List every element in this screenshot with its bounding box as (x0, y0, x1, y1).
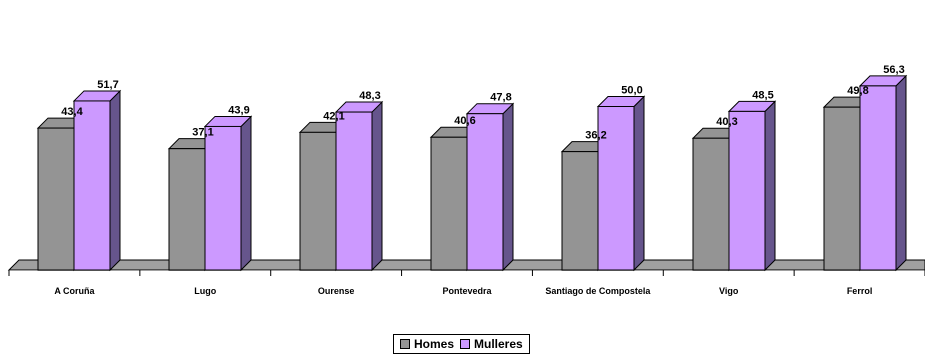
bar-side-mulleres (371, 100, 383, 272)
data-label-homes-2: 42,1 (323, 110, 344, 122)
bar-mulleres-2 (334, 100, 384, 272)
category-label-2: Ourense (318, 286, 355, 296)
bar-front-mulleres (597, 106, 635, 271)
legend-swatch-mulleres (460, 339, 471, 349)
bar-mulleres-4 (596, 95, 646, 272)
bar-front-mulleres (335, 111, 373, 271)
bar-side-mulleres (764, 100, 776, 272)
bar-mulleres-5 (727, 100, 777, 272)
category-label-0: A Coruña (54, 286, 95, 296)
data-label-homes-5: 40,3 (716, 116, 737, 128)
bar-front-mulleres (728, 110, 766, 271)
legend-label-homes: Homes (414, 337, 455, 351)
legend-label-mulleres: Mulleres (474, 337, 523, 351)
bar-front-homes (823, 106, 861, 271)
data-label-homes-6: 49,8 (847, 85, 868, 97)
bar-side-mulleres (240, 115, 252, 272)
data-label-mulleres-3: 47,8 (490, 92, 511, 104)
data-label-homes-3: 40,6 (454, 115, 475, 127)
category-label-4: Santiago de Compostela (545, 286, 651, 296)
bar-front-mulleres (859, 85, 897, 271)
bar-front-homes (299, 131, 337, 271)
bar-side-mulleres (109, 89, 121, 272)
data-label-mulleres-2: 48,3 (359, 90, 380, 102)
bar-mulleres-0 (72, 89, 122, 272)
bar-front-mulleres (466, 113, 504, 271)
data-label-homes-0: 43,4 (61, 106, 83, 118)
bar-front-homes (430, 136, 468, 271)
bar-front-homes (168, 148, 206, 271)
bar-front-mulleres (204, 125, 242, 271)
data-label-homes-1: 37,1 (192, 127, 213, 139)
legend: Homes Mulleres (393, 334, 530, 354)
category-label-6: Ferrol (847, 286, 873, 296)
legend-item-mulleres: Mulleres (460, 337, 523, 351)
bar-front-homes (37, 127, 75, 271)
data-labels-group: 43,4 51,7 37,1 43,9 42,1 48,3 40,6 47,8 36,2 50,0… (61, 64, 904, 142)
category-label-1: Lugo (194, 286, 216, 296)
bar-front-homes (561, 151, 599, 271)
data-label-mulleres-1: 43,9 (228, 104, 249, 116)
data-label-mulleres-0: 51,7 (97, 79, 118, 91)
data-label-mulleres-5: 48,5 (752, 89, 773, 101)
data-label-mulleres-6: 56,3 (883, 64, 904, 76)
bar-mulleres-3 (465, 102, 515, 272)
bar-front-homes (692, 137, 730, 271)
category-labels-group: A Coruña Lugo Ourense Pontevedra Santiago de… (54, 286, 872, 296)
category-label-3: Pontevedra (442, 286, 492, 296)
data-label-homes-4: 36,2 (585, 130, 606, 142)
bars-group (36, 74, 908, 272)
legend-item-homes: Homes (400, 337, 454, 351)
bar-mulleres-6 (858, 74, 908, 272)
bar-side-mulleres (633, 95, 645, 272)
bar-mulleres-1 (203, 115, 253, 272)
category-label-5: Vigo (719, 286, 739, 296)
data-label-mulleres-4: 50,0 (621, 85, 642, 97)
bar-side-mulleres (502, 102, 514, 272)
legend-swatch-homes (400, 339, 410, 349)
bar-front-mulleres (73, 100, 111, 271)
bar-side-mulleres (895, 74, 907, 272)
